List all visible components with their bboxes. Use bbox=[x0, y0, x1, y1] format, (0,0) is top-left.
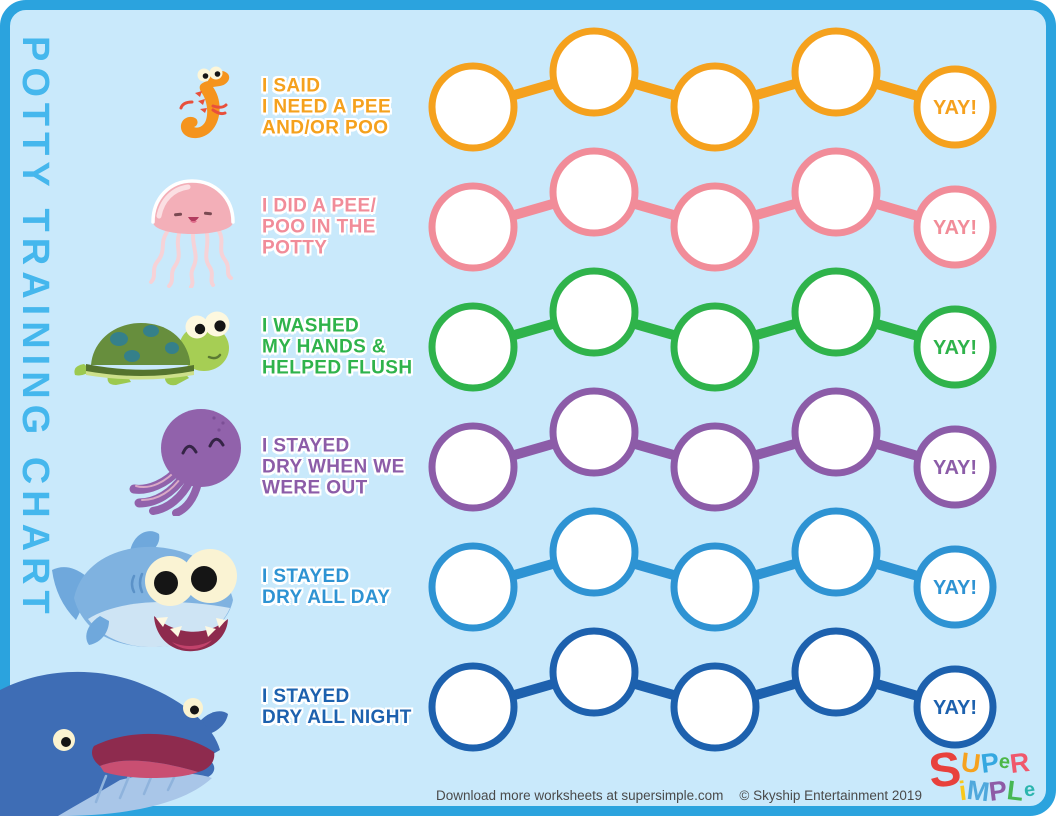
sticker-spot[interactable] bbox=[428, 662, 518, 752]
sticker-spot[interactable] bbox=[428, 182, 518, 272]
sticker-spot[interactable] bbox=[549, 267, 639, 357]
footer-download-text: Download more worksheets at supersimple.… bbox=[436, 788, 724, 803]
sticker-spot[interactable] bbox=[549, 27, 639, 117]
yay-label: YAY! bbox=[933, 217, 977, 239]
logo-letter: P bbox=[978, 747, 1001, 779]
sticker-spot[interactable] bbox=[428, 422, 518, 512]
sticker-spot[interactable] bbox=[670, 662, 760, 752]
yay-label: YAY! bbox=[933, 97, 977, 119]
sticker-spot[interactable] bbox=[549, 147, 639, 237]
footer: Download more worksheets at supersimple.… bbox=[420, 788, 938, 803]
sticker-spot[interactable] bbox=[670, 182, 760, 272]
page-title: POTTY TRAINING CHART bbox=[14, 36, 56, 620]
logo-letter: U bbox=[959, 746, 983, 780]
sticker-spot[interactable] bbox=[791, 387, 881, 477]
footer-copyright-text: © Skyship Entertainment 2019 bbox=[739, 788, 922, 803]
sticker-spot[interactable] bbox=[791, 507, 881, 597]
yay-circle[interactable] bbox=[913, 665, 997, 749]
sticker-spot[interactable] bbox=[791, 627, 881, 717]
logo-letter: e bbox=[1022, 778, 1036, 802]
yay-circle[interactable] bbox=[913, 545, 997, 629]
logo-letter: R bbox=[1007, 746, 1031, 780]
yay-circle[interactable] bbox=[913, 65, 997, 149]
sticker-spot[interactable] bbox=[670, 302, 760, 392]
sticker-spot[interactable] bbox=[428, 62, 518, 152]
super-simple-logo: S UPeR iMPLe bbox=[926, 742, 1051, 813]
sticker-spot[interactable] bbox=[791, 267, 881, 357]
yay-label: YAY! bbox=[933, 457, 977, 479]
logo-row-bottom: iMPLe bbox=[957, 775, 1036, 808]
sticker-spot[interactable] bbox=[670, 62, 760, 152]
yay-label: YAY! bbox=[933, 337, 977, 359]
sticker-spot[interactable] bbox=[428, 542, 518, 632]
sticker-spot[interactable] bbox=[549, 627, 639, 717]
yay-circle[interactable] bbox=[913, 185, 997, 269]
yay-label: YAY! bbox=[933, 697, 977, 719]
sticker-spot[interactable] bbox=[549, 507, 639, 597]
sticker-spot[interactable] bbox=[670, 422, 760, 512]
yay-circle[interactable] bbox=[913, 425, 997, 509]
sticker-spot[interactable] bbox=[549, 387, 639, 477]
yay-label: YAY! bbox=[933, 577, 977, 599]
sticker-spot[interactable] bbox=[791, 27, 881, 117]
sticker-spot[interactable] bbox=[670, 542, 760, 632]
logo-row-top: UPeR bbox=[959, 746, 1031, 780]
yay-circle[interactable] bbox=[913, 305, 997, 389]
sticker-spot[interactable] bbox=[428, 302, 518, 392]
sticker-spot[interactable] bbox=[791, 147, 881, 237]
